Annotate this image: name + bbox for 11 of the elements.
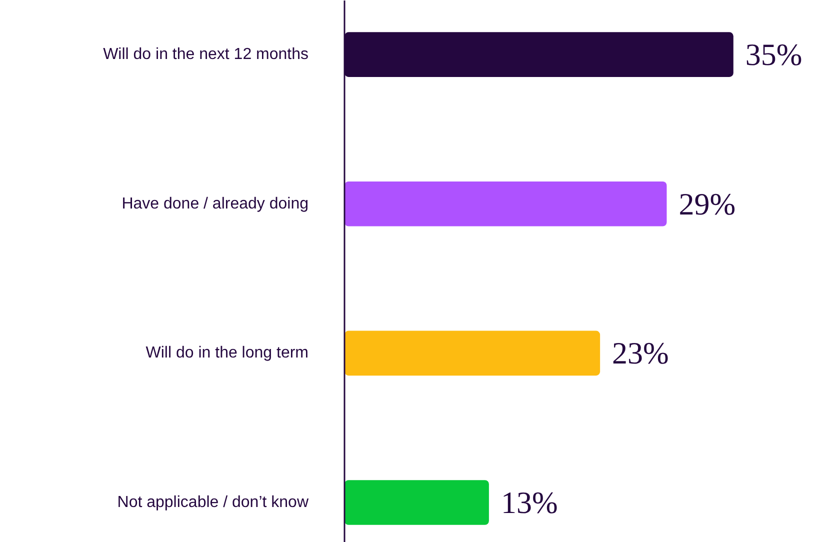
data-label: 29% — [678, 186, 736, 222]
data-label: 23% — [612, 336, 669, 371]
bar — [344, 480, 489, 525]
y-tick-label: Have done / already doing — [122, 195, 308, 212]
data-label: 35% — [745, 37, 802, 72]
data-label: 13% — [500, 484, 558, 520]
y-tick-label: Will do in the long term — [146, 344, 308, 362]
y-tick-label: Will do in the next 12 months — [103, 46, 308, 64]
y-tick-label: Not applicable / don’t know — [117, 494, 309, 511]
bar — [344, 330, 600, 376]
bar — [344, 181, 667, 226]
